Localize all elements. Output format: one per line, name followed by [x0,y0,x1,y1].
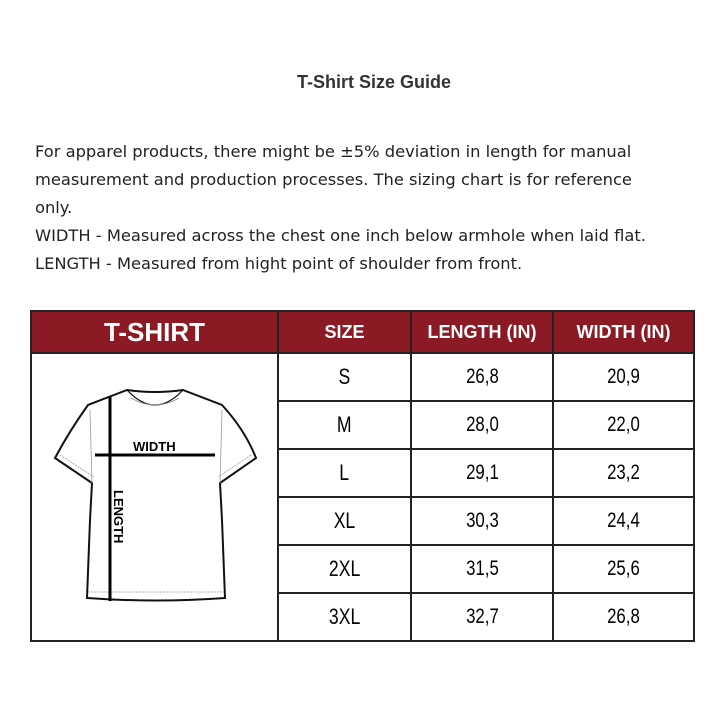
description: For apparel products, there might be ±5%… [35,138,705,278]
header-length: LENGTH (IN) [410,310,554,354]
width-cell: 23,2 [552,448,695,498]
length-cell: 28,0 [410,400,554,450]
width-cell: 22,0 [552,400,695,450]
description-line: measurement and production processes. Th… [35,170,632,189]
table-row: XL 30,3 24,4 [31,496,695,546]
table-row: L 29,1 23,2 [31,448,695,498]
length-label: LENGTH [111,490,126,543]
page-title: T-Shirt Size Guide [296,72,452,92]
length-cell: 29,1 [410,448,554,498]
header-size: SIZE [277,310,412,354]
size-cell: S [277,352,412,402]
description-line: only. [35,198,73,217]
description-line: WIDTH - Measured across the chest one in… [35,226,646,245]
width-cell: 24,4 [552,496,695,546]
table-row: 2XL 31,5 25,6 [31,544,695,594]
size-cell: M [277,400,412,450]
size-cell: L [277,448,412,498]
description-line: For apparel products, there might be ±5%… [35,142,632,161]
width-cell: 25,6 [552,544,695,594]
size-cell: 2XL [277,544,412,594]
table-row: 3XL 32,7 26,8 [31,592,695,642]
description-line: LENGTH - Measured from hight point of sh… [35,254,523,273]
length-cell: 26,8 [410,352,554,402]
header-width: WIDTH (IN) [552,310,695,354]
header-tshirt: T-SHIRT [30,310,279,354]
width-label: WIDTH [133,439,176,454]
size-cell: 3XL [277,592,412,642]
length-cell: 32,7 [410,592,554,642]
width-cell: 26,8 [552,592,695,642]
size-cell: XL [277,496,412,546]
table-header-row: T-SHIRT SIZE LENGTH (IN) WIDTH (IN) [30,310,695,354]
table-row: M 28,0 22,0 [31,400,695,450]
width-cell: 20,9 [552,352,695,402]
length-cell: 30,3 [410,496,554,546]
length-cell: 31,5 [410,544,554,594]
